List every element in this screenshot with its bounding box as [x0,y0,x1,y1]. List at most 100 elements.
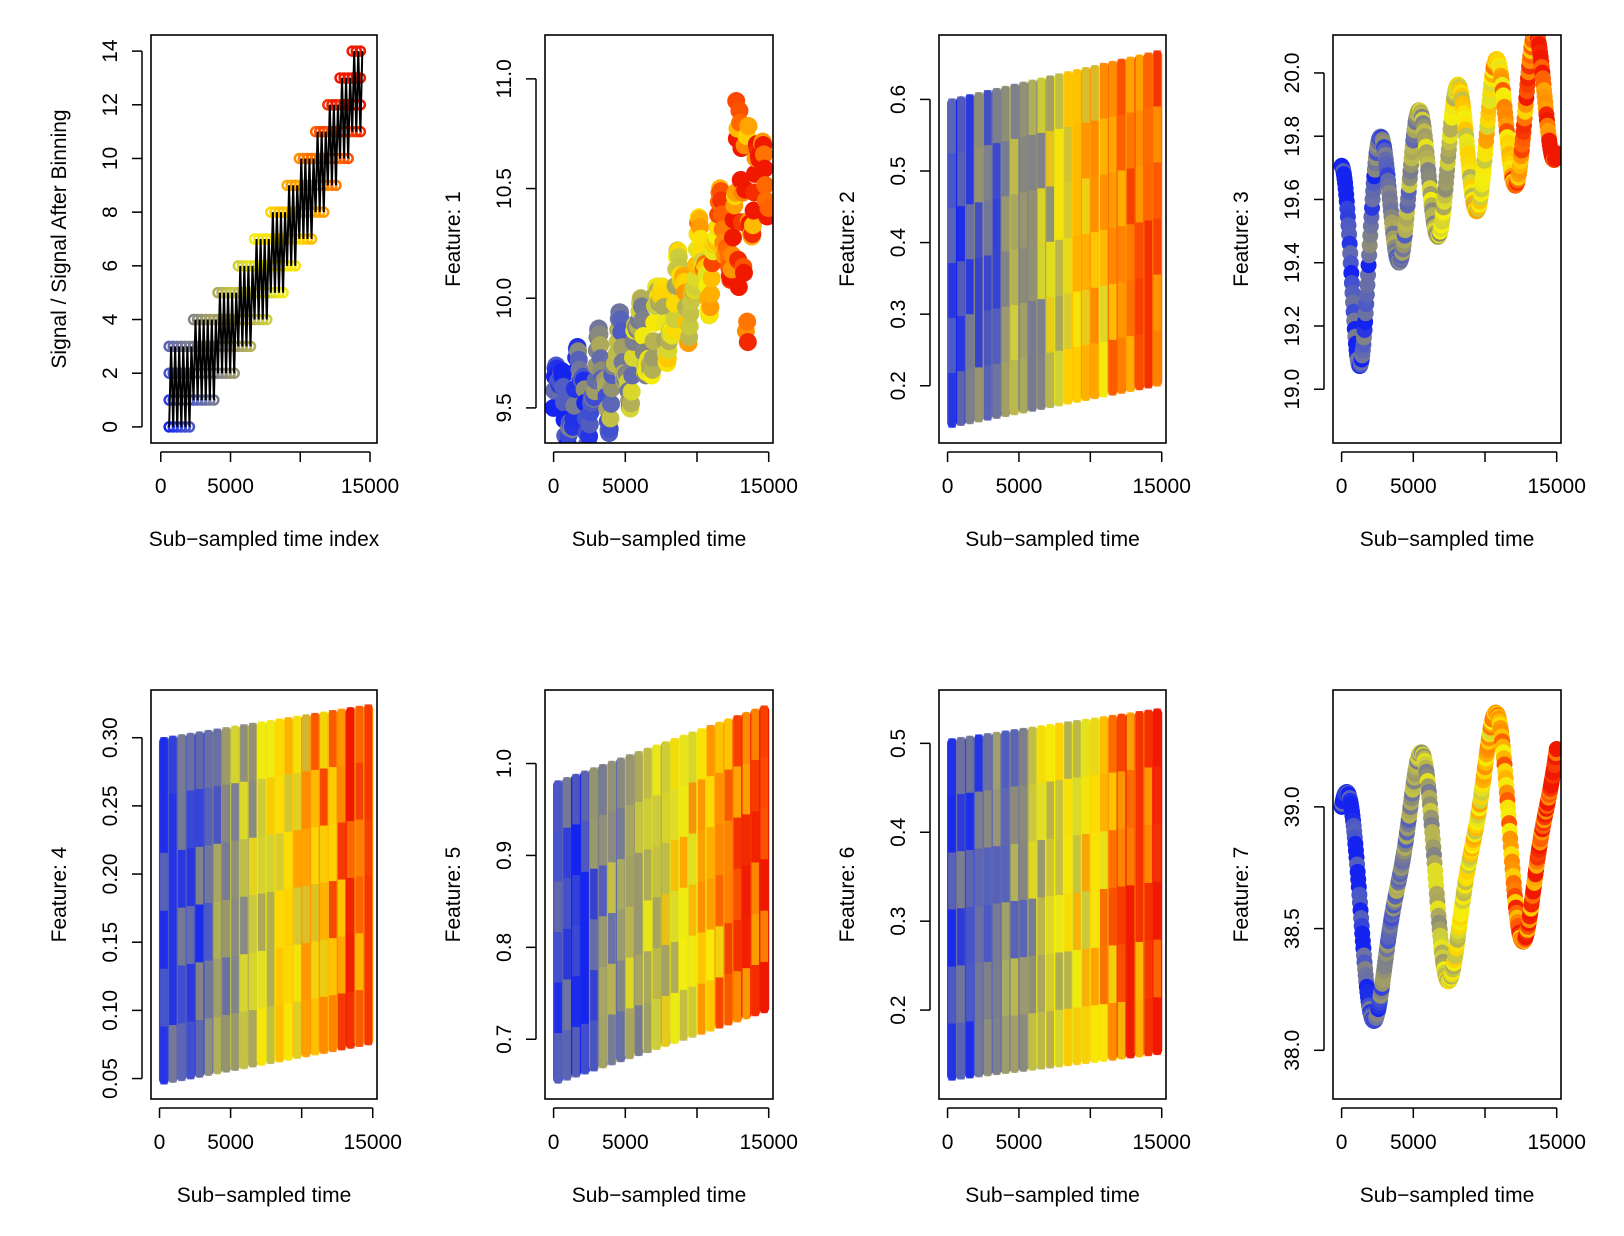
band-segment [974,147,983,203]
band-segment [1135,768,1144,827]
band-segment [724,871,733,924]
band-segment [1099,831,1108,889]
band-segment [364,818,373,875]
band-segment [284,717,293,775]
y-tick-label: 38.5 [1281,908,1304,949]
band-segment [169,967,177,1025]
band-segment [1099,118,1108,175]
band-segment [337,936,346,994]
y-axis-label: Signal / Signal After Binning [48,109,71,368]
band-segment [1055,184,1063,240]
band-segment [608,1014,616,1066]
band-segment [257,950,266,1009]
band-segment [1001,251,1010,307]
band-segment [320,996,328,1054]
y-tick-label: 0.5 [887,156,910,185]
band-segment [328,995,337,1053]
band-segment [572,1026,580,1078]
band-segment [974,257,983,313]
y-tick-label: 0.25 [99,785,122,826]
band-segment [266,949,275,1007]
band-segment [733,715,742,767]
band-segment [652,795,661,847]
band-segment [1108,60,1117,117]
band-segment [706,929,715,981]
y-tick-label: 0.5 [887,729,910,758]
band-segment [1135,711,1144,769]
band-segment [275,890,284,948]
band-segment [983,90,992,146]
y-tick-label: 6 [99,260,122,272]
plot-area-p3 [1333,35,1561,374]
y-tick-label: 0.6 [887,85,910,114]
band-segment [364,704,373,762]
band-segment [160,794,168,853]
band-segment [1099,230,1108,286]
band-segment [697,932,706,984]
band-segment [1090,176,1099,233]
band-segment [1055,1009,1063,1068]
band-segment [231,1013,239,1071]
band-segment [1126,168,1135,225]
band-segment [320,825,328,883]
band-segment [974,92,983,148]
band-segment [625,957,634,1009]
x-tick-label: 5000 [996,475,1043,498]
band-segment [1028,356,1037,412]
band-segment [706,980,715,1032]
band-segment [760,756,769,809]
band-segment [733,817,742,869]
band-segment [1090,890,1099,948]
band-segment [706,776,715,828]
band-segment [1010,729,1019,787]
band-segment [257,721,266,779]
band-segment [1082,67,1090,123]
band-segment [724,718,733,770]
band-segment [160,968,168,1027]
band-segment [1117,886,1126,945]
band-segment [572,875,580,926]
band-segment [679,887,688,939]
band-segment [1046,1011,1054,1069]
band-segment [617,757,625,809]
x-tick-label: 5000 [1390,475,1437,498]
band-segment [983,145,992,201]
band-segment [581,770,589,822]
band-segment [724,769,733,821]
band-segment [1019,192,1028,248]
band-segment [177,734,186,792]
band-segment [257,836,266,894]
band-segment [742,968,751,1020]
band-segment [1153,218,1162,275]
band-segment [617,859,625,910]
x-axis-label: Sub−sampled time index [149,528,380,551]
band-segment [1064,71,1072,127]
band-segment [1001,361,1010,418]
band-segment [1001,1016,1010,1074]
band-segment [948,852,956,910]
band-segment [599,865,607,917]
band-segment [266,892,275,950]
band-segment [563,878,571,929]
band-segment [983,961,992,1020]
band-segment [249,722,257,781]
band-segment [1082,345,1090,401]
plot-area-p5 [553,705,770,1084]
band-segment [992,87,1001,144]
band-segment [697,881,706,933]
band-segment [581,821,589,872]
band-segment [249,952,257,1011]
band-segment [169,793,177,852]
band-segment [1153,50,1162,107]
band-segment [948,372,956,428]
band-segment [1108,283,1117,340]
band-segment [590,970,598,1021]
panel-p5: 0 5000 15000 Sub−sampled time 0.7 0.8 0.9 1.0 Fe… [442,689,798,1207]
band-segment [1019,247,1028,303]
band-segment [688,731,697,783]
x-tick-label: 0 [154,1131,166,1154]
band-segment [1082,1006,1090,1064]
band-segment [195,1019,204,1078]
band-segment [1028,841,1037,899]
